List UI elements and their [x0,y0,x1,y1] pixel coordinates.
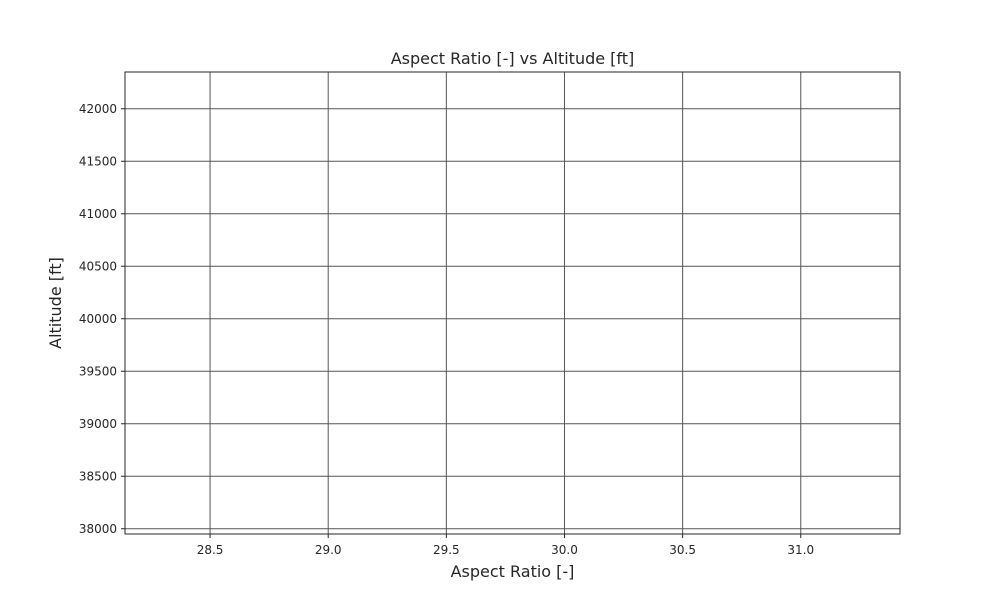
x-tick-label: 29.5 [433,543,460,557]
x-tick-label: 29.0 [315,543,342,557]
x-tick-label: 30.5 [669,543,696,557]
y-tick-label: 42000 [79,102,117,116]
x-tick-label: 28.5 [197,543,224,557]
x-axis-label: Aspect Ratio [-] [451,562,575,581]
y-tick-label: 39500 [79,364,117,378]
y-tick-label: 41500 [79,154,117,168]
y-tick-label: 38500 [79,469,117,483]
chart-title: Aspect Ratio [-] vs Altitude [ft] [391,49,635,68]
y-tick-label: 39000 [79,417,117,431]
plot-area-frame [124,71,901,535]
y-tick-label: 40000 [79,312,117,326]
y-tick-label: 40500 [79,259,117,273]
grid [125,72,900,534]
x-tick-label: 31.0 [787,543,814,557]
y-tick-label: 41000 [79,207,117,221]
y-tick-label: 38000 [79,522,117,536]
x-tick-label: 30.0 [551,543,578,557]
ticks: 28.5 29.0 29.5 30.0 30.5 31.0 38000 38500 39000 3… [79,102,814,557]
y-axis-label: Altitude [ft] [46,257,65,349]
